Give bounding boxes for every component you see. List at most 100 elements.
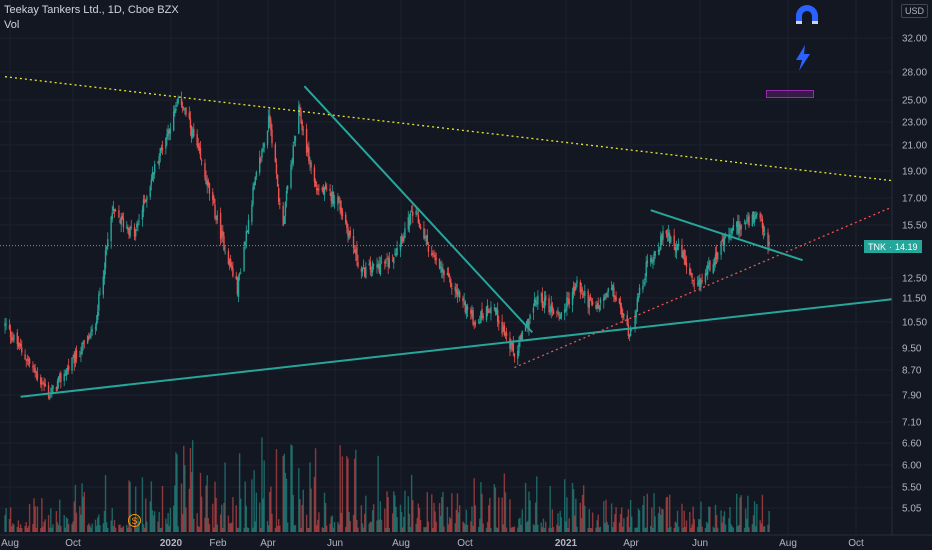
volume-bar	[13, 524, 15, 532]
trendline[interactable]	[514, 206, 893, 369]
volume-bar	[542, 518, 545, 532]
volume-bar	[540, 522, 542, 532]
volume-bar	[177, 526, 179, 532]
volume-bar	[208, 524, 211, 532]
volume-bar	[149, 501, 151, 532]
candle-body	[613, 287, 615, 297]
volume-bar	[595, 527, 597, 532]
volume-bar	[165, 518, 167, 532]
candle-body	[634, 315, 636, 329]
volume-bar	[541, 527, 544, 532]
candle-body	[21, 347, 23, 353]
candle-body	[299, 107, 301, 111]
volume-bar	[575, 498, 577, 532]
candle-body	[176, 104, 178, 107]
candle-body	[80, 352, 82, 355]
candle-body	[137, 223, 139, 226]
rectangle-drawing[interactable]	[766, 90, 814, 98]
volume-bar	[496, 527, 499, 532]
candle-body	[36, 373, 39, 380]
dividend-marker[interactable]: S	[128, 514, 141, 527]
volume-bar	[73, 501, 75, 532]
candle-body	[64, 375, 67, 376]
currency-button[interactable]: USD	[901, 4, 929, 18]
volume-bar	[394, 495, 396, 532]
volume-bar	[696, 526, 699, 532]
candle-body	[286, 185, 289, 190]
candle-body	[666, 233, 669, 237]
candle-body	[589, 297, 592, 301]
volume-bar	[97, 517, 99, 532]
volume-bar	[176, 454, 178, 532]
volume-bar	[8, 518, 11, 532]
trendline[interactable]	[4, 76, 893, 182]
time-axis[interactable]: Aug Oct 2020 Feb Apr Jun Aug Oct 2021 Apr Jun Aug Oc…	[0, 534, 932, 549]
volume-bar	[290, 444, 292, 532]
volume-bar	[662, 509, 664, 532]
volume-bar	[378, 519, 380, 532]
candle-body	[32, 366, 34, 368]
volume-bar	[446, 506, 449, 532]
candle-body	[394, 254, 396, 256]
volume-bar	[99, 525, 101, 532]
candle-body	[204, 163, 206, 178]
volume-bar	[557, 513, 559, 532]
volume-bar	[644, 527, 646, 532]
volume-bar	[667, 527, 670, 532]
candle-body	[91, 329, 93, 332]
volume-bar	[763, 526, 766, 532]
candle-body	[13, 334, 15, 341]
volume-bar	[95, 525, 98, 532]
candle-body	[403, 236, 405, 242]
candle-body	[471, 310, 473, 317]
volume-bar	[691, 524, 693, 532]
candle-body	[167, 129, 169, 137]
candle-body	[699, 278, 701, 289]
candle-body	[635, 311, 637, 318]
price-axis[interactable]: 32.00 28.00 25.00 23.00 21.00 19.00 17.00 15.50…	[891, 0, 927, 535]
volume-bar	[488, 505, 490, 532]
volume-bar	[353, 458, 356, 532]
trendline[interactable]	[650, 209, 803, 262]
volume-bar	[463, 522, 465, 532]
volume-bar	[505, 527, 508, 532]
candle-body	[521, 330, 523, 341]
volume-bar	[674, 521, 676, 532]
candle-body	[597, 302, 599, 309]
time-tick-label: Jun	[327, 538, 343, 549]
candle-body	[282, 205, 284, 226]
trendline-drawings[interactable]	[4, 76, 893, 398]
volume-bar	[299, 499, 301, 532]
candle-body	[458, 291, 461, 298]
candle-body	[526, 320, 528, 326]
candle-body	[240, 272, 242, 274]
candle-body	[190, 126, 193, 138]
volume-bar	[244, 481, 246, 532]
candle-body	[293, 141, 296, 143]
volume-bar	[528, 491, 530, 532]
trendline[interactable]	[20, 298, 893, 398]
candle-body	[253, 184, 255, 190]
volume-bar	[362, 527, 365, 532]
volume-bar	[714, 504, 717, 532]
candle-body	[690, 272, 692, 274]
volume-bar	[537, 524, 539, 532]
candle-body	[99, 292, 101, 294]
volume-bar	[152, 515, 155, 532]
candle-body	[317, 188, 319, 191]
candle-body	[219, 212, 222, 240]
volume-bar	[706, 523, 709, 532]
volume-bar	[253, 470, 255, 532]
volume-bar	[661, 508, 663, 532]
volume-bar	[56, 522, 59, 532]
volume-bar	[204, 517, 206, 532]
volume-bar	[721, 522, 723, 532]
volume-bar	[27, 526, 30, 532]
candle-body	[540, 294, 542, 296]
candle-body	[102, 276, 105, 295]
candle-body	[466, 306, 469, 310]
candle-body	[332, 191, 335, 204]
candle-body	[291, 162, 293, 165]
trendline[interactable]	[303, 85, 534, 334]
